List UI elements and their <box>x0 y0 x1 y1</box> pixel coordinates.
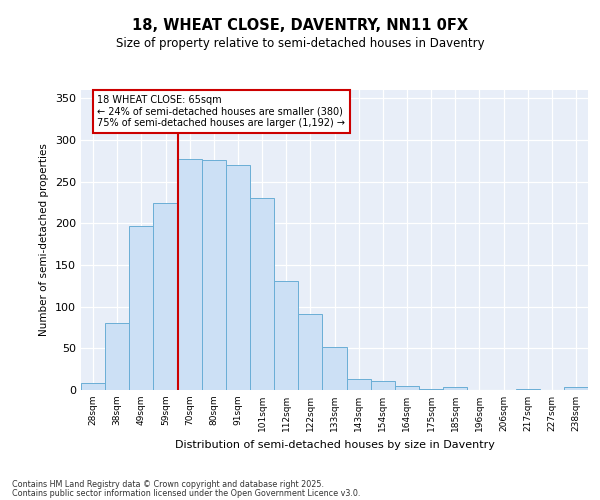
Bar <box>443 386 467 390</box>
Bar <box>515 389 540 390</box>
Bar <box>347 379 371 390</box>
Bar <box>81 384 105 390</box>
Y-axis label: Number of semi-detached properties: Number of semi-detached properties <box>40 144 49 336</box>
Bar <box>298 314 322 390</box>
Bar <box>250 198 274 390</box>
Bar <box>226 165 250 390</box>
Bar <box>274 281 298 390</box>
Bar <box>564 386 588 390</box>
Text: Size of property relative to semi-detached houses in Daventry: Size of property relative to semi-detach… <box>116 38 484 51</box>
Bar <box>178 159 202 390</box>
X-axis label: Distribution of semi-detached houses by size in Daventry: Distribution of semi-detached houses by … <box>175 440 494 450</box>
Bar <box>395 386 419 390</box>
Bar <box>154 204 178 390</box>
Text: Contains public sector information licensed under the Open Government Licence v3: Contains public sector information licen… <box>12 488 361 498</box>
Bar <box>202 160 226 390</box>
Text: 18, WHEAT CLOSE, DAVENTRY, NN11 0FX: 18, WHEAT CLOSE, DAVENTRY, NN11 0FX <box>132 18 468 32</box>
Bar <box>105 324 129 390</box>
Bar <box>322 346 347 390</box>
Text: Contains HM Land Registry data © Crown copyright and database right 2025.: Contains HM Land Registry data © Crown c… <box>12 480 324 489</box>
Bar <box>419 389 443 390</box>
Bar <box>129 226 154 390</box>
Bar <box>371 381 395 390</box>
Text: 18 WHEAT CLOSE: 65sqm
← 24% of semi-detached houses are smaller (380)
75% of sem: 18 WHEAT CLOSE: 65sqm ← 24% of semi-deta… <box>97 95 346 128</box>
